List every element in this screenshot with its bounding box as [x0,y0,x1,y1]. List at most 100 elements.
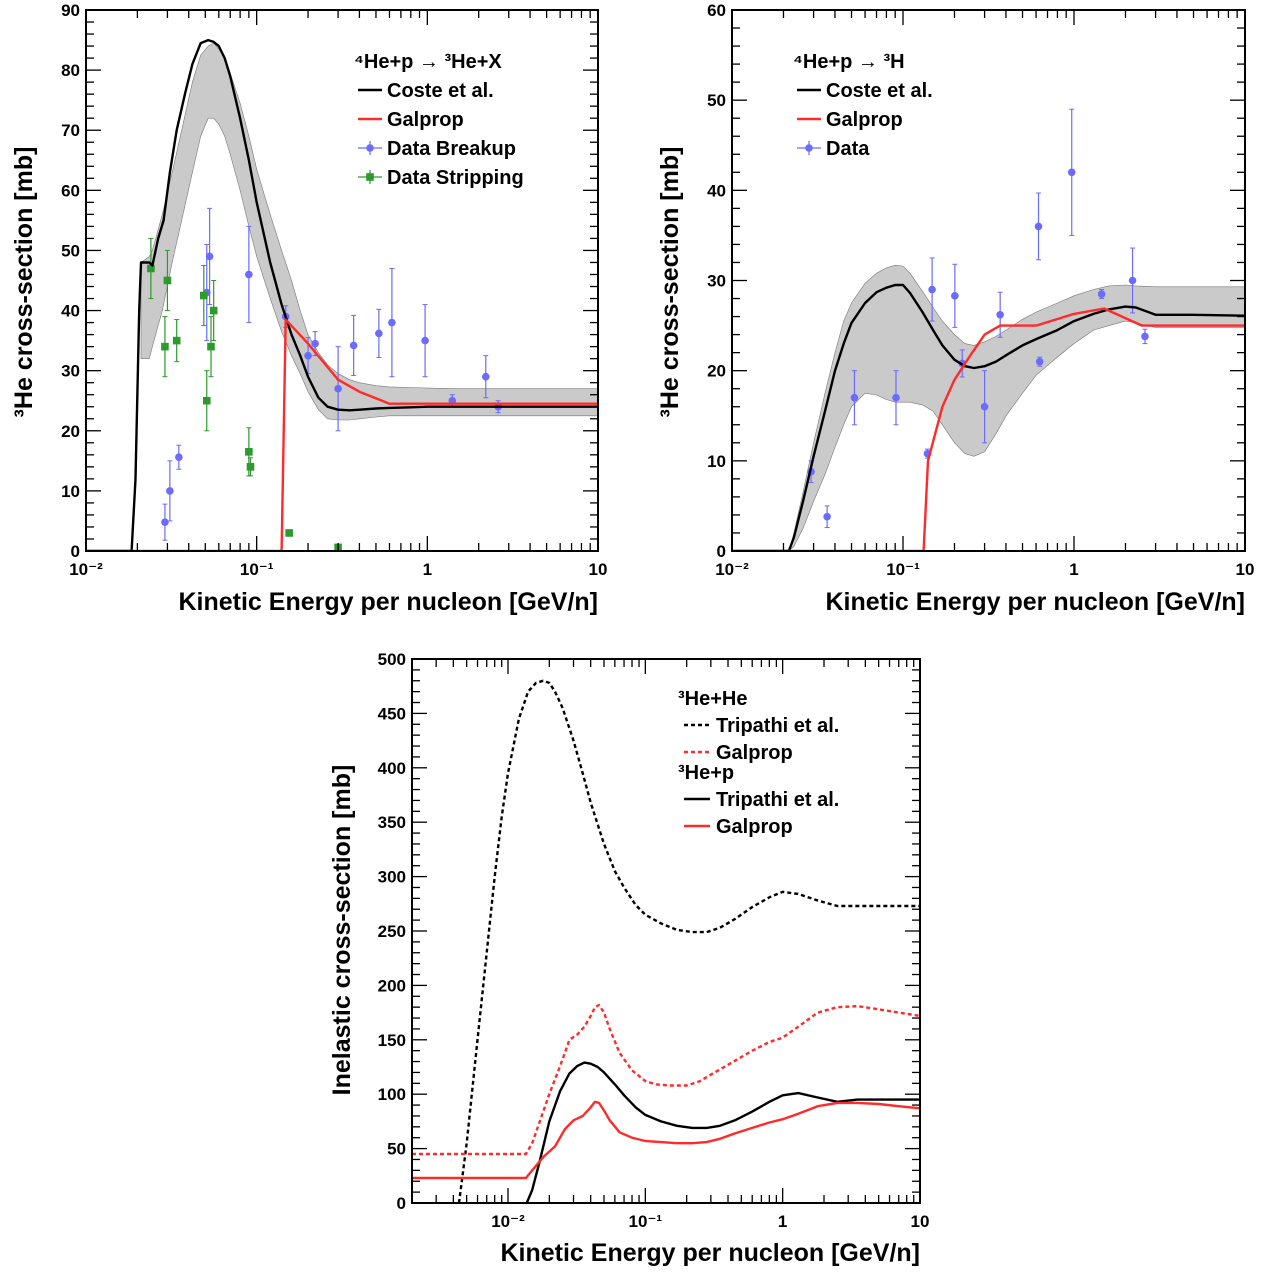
data-point-circle [996,310,1004,319]
y-axis-title: ³He cross-section [mb] [10,147,38,418]
y-tick-label: 60 [61,181,80,200]
y-tick-label: 20 [707,362,726,381]
data-point-circle [1067,168,1076,177]
chart-p3: 10⁻² 10⁻¹ 1 1005010015020025030035040045050… [328,650,929,1267]
y-tick-label: 0 [71,542,80,561]
legend-title: ⁴He+p → ³H [793,51,905,73]
legend-entry: Galprop [387,109,464,131]
legend: ⁴He+p → ³H Coste et al. Galprop Data [793,51,933,160]
y-tick-label: 0 [717,542,726,561]
data-point-circle [304,351,312,360]
y-tick-label: 500 [378,650,406,669]
legend-entry: Tripathi et al. [716,789,839,811]
y-tick-label: 10 [61,482,80,501]
data-point-square [199,291,208,300]
y-tick-label: 70 [61,121,80,140]
x-tick-label: 10⁻² [491,1212,525,1231]
x-tick-label: 10 [1236,560,1255,579]
data-point-circle [481,372,490,381]
data-point-circle [1034,222,1043,231]
series-line [525,1061,920,1203]
plot-area [732,108,1245,551]
y-tick-label: 250 [378,922,406,941]
y-axis-title: Inelastic cross-section [mb] [328,765,356,1096]
y-tick-label: 400 [378,759,406,778]
data-point-circle [823,512,831,521]
legend-title: ⁴He+p → ³He+X [354,51,502,73]
legend-entry: Galprop [716,816,793,838]
uncertainty-band [788,264,1245,551]
data-point-circle [166,487,174,495]
data-point-square [285,529,293,537]
y-tick-label: 200 [378,976,406,995]
legend-entry: Galprop [716,742,793,764]
data-point-circle [311,339,319,348]
series-line [86,318,598,551]
legend-entry: Data Breakup [387,138,516,160]
x-tick-label: 10⁻¹ [629,1212,663,1231]
x-tick-label: 10⁻¹ [886,560,920,579]
y-tick-label: 30 [61,362,80,381]
data-point-circle [205,252,214,261]
data-point-circle [349,341,358,350]
y-tick-label: 40 [707,181,726,200]
data-point-circle [1128,276,1137,285]
data-point-square [207,342,215,351]
x-tick-label: 10 [911,1212,930,1231]
y-tick-label: 50 [61,241,80,260]
y-tick-label: 100 [378,1085,406,1104]
data-point-circle [980,402,989,411]
series-line [86,38,598,551]
plot-area [86,38,598,551]
x-tick-label: 10⁻² [69,560,103,579]
legend-entry: Data Stripping [387,167,524,189]
data-point-circle [161,518,169,526]
x-tick-label: 10 [589,560,608,579]
legend-group-title: ³He+p [678,762,734,784]
legend-entry: Coste et al. [826,80,933,102]
y-tick-label: 20 [61,422,80,441]
y-tick-label: 10 [707,452,726,471]
data-point-circle [175,453,183,462]
legend-marker-circle [366,144,374,152]
legend-group-title: ³He+He [678,688,747,710]
series-line [732,283,1245,551]
series-line [457,679,920,1203]
legend-entry: Galprop [826,109,903,131]
y-tick-label: 90 [61,1,80,20]
data-point-square [163,276,172,285]
x-axis-title: Kinetic Energy per nucleon [GeV/n] [178,588,598,616]
y-tick-label: 350 [378,813,406,832]
x-axis-title: Kinetic Energy per nucleon [GeV/n] [500,1239,920,1267]
chart-p1: 10⁻² 10⁻¹ 1 10 0 10 20 30 40 50 60 70 80 90 Kinetic En… [10,1,607,616]
x-tick-label: 1 [423,560,432,579]
legend: ⁴He+p → ³He+X Coste et al. Galprop Data Bre… [354,51,524,189]
y-tick-label: 30 [707,272,726,291]
series-line [732,307,1245,551]
chart-p2: 10⁻² 10⁻¹ 1 10 0 10 20 30 40 50 60 Kinetic Energy p… [656,1,1254,616]
legend-entry: Tripathi et al. [716,715,839,737]
y-tick-label: 50 [707,91,726,110]
data-point-circle [388,318,396,327]
y-tick-label: 60 [707,1,726,20]
data-point-circle [850,393,859,402]
data-point-circle [375,329,383,338]
legend-entry: Data [826,138,870,160]
data-point-circle [951,292,959,300]
data-point-square [161,342,169,351]
data-point-circle [1141,332,1149,341]
y-axis-title: ³He cross-section [mb] [656,147,684,418]
data-point-circle [334,384,342,393]
data-point-square [202,396,211,405]
series-line [412,1003,920,1156]
y-tick-label: 0 [397,1194,406,1213]
data-point-circle [1097,290,1106,298]
y-tick-label: 300 [378,868,406,887]
legend-marker-square [366,173,374,181]
data-point-square [209,306,218,315]
data-point-circle [1035,357,1044,366]
plot-area [412,679,920,1203]
data-point-circle [245,270,253,279]
legend-marker-circle [805,144,813,152]
